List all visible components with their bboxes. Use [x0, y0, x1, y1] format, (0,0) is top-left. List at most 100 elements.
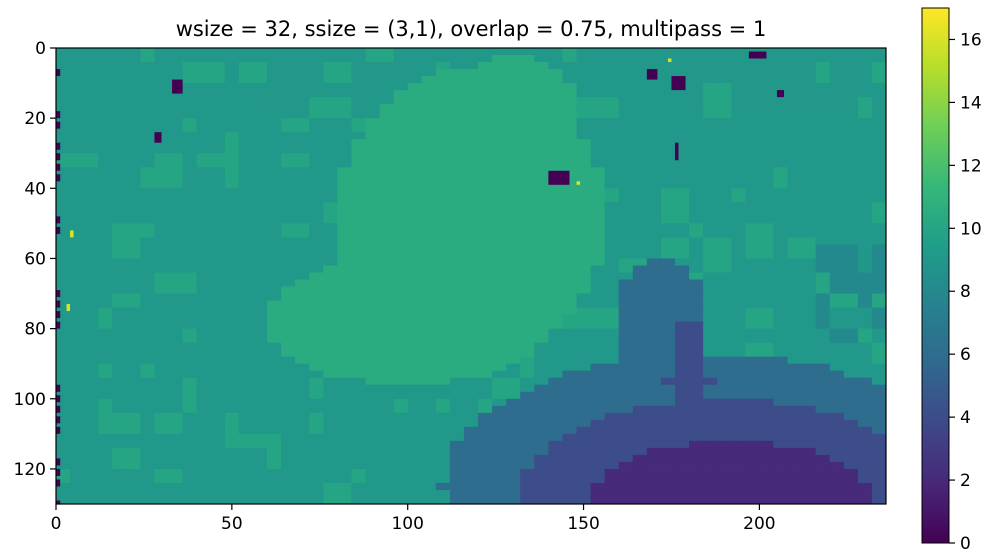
heatmap-cell	[829, 153, 845, 161]
heatmap-cell	[857, 181, 873, 189]
heatmap-cell	[618, 286, 634, 295]
heatmap-cell	[84, 461, 99, 470]
heatmap-cell	[323, 405, 338, 414]
heatmap-cell	[281, 111, 296, 119]
heatmap-cell	[365, 69, 381, 77]
heatmap-cell	[84, 209, 99, 217]
heatmap-cell	[604, 146, 620, 154]
heatmap-cell	[534, 258, 549, 267]
heatmap-cell	[309, 307, 324, 316]
heatmap-cell	[267, 349, 282, 358]
heatmap-cell	[168, 160, 184, 168]
heatmap-cell	[126, 160, 142, 168]
heatmap-cell	[252, 230, 268, 239]
heatmap-cell	[759, 300, 775, 309]
heatmap-cell	[829, 83, 845, 91]
colorbar-tick-label: 8	[960, 282, 971, 302]
heatmap-cell	[70, 335, 85, 344]
heatmap-cell	[421, 244, 437, 253]
heatmap-cell	[309, 153, 324, 161]
heatmap-cell	[520, 475, 535, 484]
heatmap-cell	[773, 195, 789, 203]
heatmap-cell	[98, 48, 113, 56]
heatmap-cell	[787, 405, 803, 414]
heatmap-cell	[829, 405, 845, 414]
heatmap-cell	[689, 209, 704, 217]
heatmap-cell	[618, 174, 634, 182]
heatmap-cell	[674, 118, 690, 126]
heatmap-cell	[689, 426, 704, 435]
heatmap-cell	[562, 370, 578, 379]
heatmap-cell	[126, 363, 142, 372]
heatmap-cell	[562, 90, 578, 98]
heatmap-cell	[421, 475, 437, 484]
heatmap-cell	[407, 412, 423, 421]
heatmap-cell	[435, 209, 451, 217]
heatmap-cell	[295, 146, 310, 154]
heatmap-speck	[56, 142, 61, 150]
heatmap-cell	[843, 300, 859, 309]
heatmap-cell	[478, 349, 493, 358]
heatmap-cell	[759, 426, 775, 435]
heatmap-cell	[829, 272, 845, 281]
heatmap-cell	[56, 153, 71, 161]
heatmap-cell	[815, 223, 831, 231]
heatmap-cell	[562, 97, 578, 105]
heatmap-cell	[717, 132, 732, 140]
heatmap-cell	[379, 111, 395, 119]
heatmap-cell	[168, 391, 184, 400]
heatmap-cell	[435, 132, 451, 140]
heatmap-cell	[759, 272, 775, 281]
heatmap-cell	[562, 489, 578, 498]
heatmap-cell	[717, 321, 732, 330]
heatmap-cell	[323, 104, 338, 112]
heatmap-cell	[323, 90, 338, 98]
heatmap-cell	[857, 202, 873, 210]
heatmap-cell	[281, 118, 296, 126]
heatmap-cell	[84, 468, 99, 477]
heatmap-cell	[632, 97, 648, 105]
heatmap-cell	[576, 230, 592, 239]
heatmap-cell	[759, 139, 775, 147]
heatmap-cell	[604, 349, 620, 358]
heatmap-cell	[281, 489, 296, 498]
heatmap-cell	[126, 461, 142, 470]
heatmap-cell	[674, 195, 690, 203]
heatmap-cell	[787, 286, 803, 295]
heatmap-cell	[112, 293, 127, 302]
heatmap-cell	[520, 237, 535, 246]
heatmap-cell	[759, 342, 775, 351]
heatmap-cell	[421, 83, 437, 91]
heatmap-cell	[506, 104, 521, 112]
heatmap-cell	[520, 111, 535, 119]
heatmap-cell	[562, 244, 578, 253]
heatmap-cell	[857, 83, 873, 91]
heatmap-cell	[224, 188, 240, 196]
heatmap-cell	[126, 412, 142, 421]
heatmap-cell	[126, 440, 142, 449]
heatmap-cell	[843, 258, 859, 267]
heatmap-cell	[154, 48, 170, 56]
heatmap-cell	[590, 279, 606, 288]
heatmap-cell	[365, 286, 381, 295]
heatmap-cell	[576, 160, 592, 168]
heatmap-cell	[759, 321, 775, 330]
heatmap-cell	[309, 216, 324, 224]
heatmap-cell	[773, 314, 789, 323]
heatmap-cell	[773, 83, 789, 91]
heatmap-cell	[632, 307, 648, 316]
heatmap-cell	[590, 412, 606, 421]
heatmap-cell	[70, 363, 85, 372]
heatmap-cell	[182, 279, 198, 288]
heatmap-cell	[815, 146, 831, 154]
heatmap-cell	[871, 342, 886, 351]
heatmap-cell	[309, 398, 324, 407]
heatmap-cell	[604, 125, 620, 133]
heatmap-cell	[632, 370, 648, 379]
heatmap-cell	[843, 118, 859, 126]
heatmap-cell	[421, 461, 437, 470]
heatmap-cell	[70, 272, 85, 281]
heatmap-cell	[70, 475, 85, 484]
heatmap-cell	[731, 489, 746, 498]
heatmap-cell	[323, 265, 338, 274]
